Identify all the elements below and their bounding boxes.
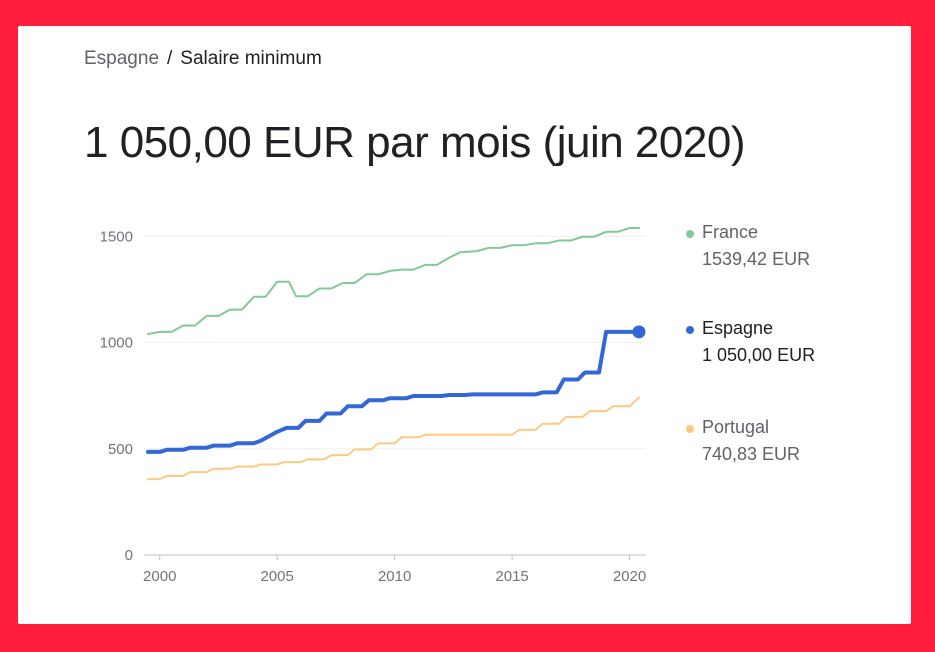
y-tick-label-500: 500: [108, 441, 133, 458]
series-endpoint-espagne[interactable]: [632, 325, 646, 339]
chart-card: [18, 26, 911, 624]
legend-value-espagne: 1 050,00 EUR: [702, 345, 816, 365]
series-line-portugal[interactable]: [147, 396, 640, 481]
x-tick-label-2005: 2005: [261, 568, 294, 585]
breadcrumb: Espagne / Salaire minimum: [84, 48, 322, 70]
x-tick-label-2020: 2020: [613, 568, 646, 585]
y-tick-label-1500: 1500: [100, 228, 133, 245]
y-tick-label-0: 0: [125, 547, 133, 564]
series-lines: [146, 227, 646, 481]
legend-value-france: 1539,42 EUR: [702, 249, 811, 269]
x-tick-label-2015: 2015: [495, 568, 528, 585]
legend-label-portugal: Portugal: [702, 417, 770, 437]
legend-marker-france: [686, 230, 694, 238]
axis-labels: 0 500 1000 1500 2000 2005 2010 2015 2020: [100, 228, 647, 585]
legend-label-france: France: [702, 222, 759, 242]
x-tick-label-2000: 2000: [143, 568, 176, 585]
legend-marker-portugal: [686, 425, 694, 433]
y-tick-label-1000: 1000: [100, 335, 133, 352]
headline-value: 1 050,00 EUR par mois (juin 2020): [84, 118, 745, 167]
legend-label-espagne: Espagne: [702, 318, 774, 338]
legend-marker-espagne: [686, 326, 694, 334]
breadcrumb-current: Salaire minimum: [180, 48, 322, 69]
breadcrumb-parent-link[interactable]: Espagne: [84, 48, 160, 69]
series-line-espagne[interactable]: [146, 329, 641, 454]
x-tick-label-2010: 2010: [378, 568, 411, 585]
series-line-france[interactable]: [147, 227, 640, 335]
legend-value-portugal: 740,83 EUR: [702, 444, 801, 464]
breadcrumb-separator: /: [167, 48, 173, 69]
grid-lines: [144, 235, 646, 556]
